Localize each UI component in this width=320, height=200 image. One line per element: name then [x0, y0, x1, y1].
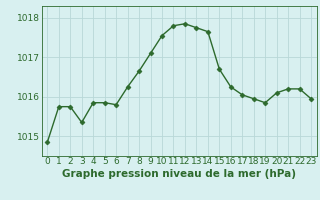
X-axis label: Graphe pression niveau de la mer (hPa): Graphe pression niveau de la mer (hPa) [62, 169, 296, 179]
